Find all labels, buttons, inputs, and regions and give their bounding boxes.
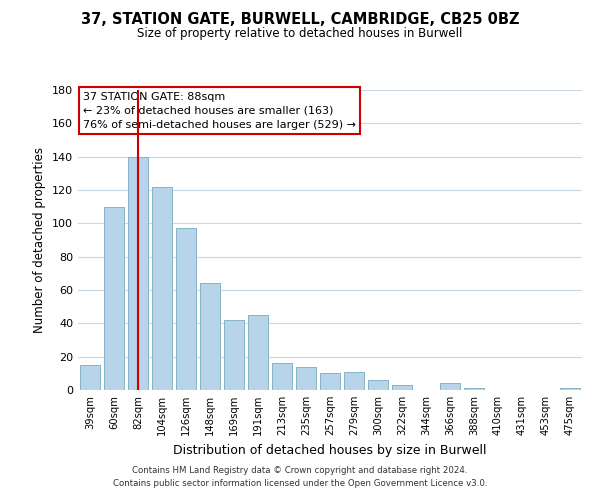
Bar — [80, 365, 100, 390]
X-axis label: Distribution of detached houses by size in Burwell: Distribution of detached houses by size … — [173, 444, 487, 456]
Bar — [176, 228, 196, 390]
Y-axis label: Number of detached properties: Number of detached properties — [34, 147, 46, 333]
Bar — [152, 186, 172, 390]
Text: 37, STATION GATE, BURWELL, CAMBRIDGE, CB25 0BZ: 37, STATION GATE, BURWELL, CAMBRIDGE, CB… — [81, 12, 519, 28]
Bar — [464, 388, 484, 390]
Bar — [320, 374, 340, 390]
Bar — [248, 315, 268, 390]
Bar — [296, 366, 316, 390]
Text: Size of property relative to detached houses in Burwell: Size of property relative to detached ho… — [137, 28, 463, 40]
Bar — [128, 156, 148, 390]
Bar — [104, 206, 124, 390]
Bar — [560, 388, 580, 390]
Bar — [392, 385, 412, 390]
Text: Contains HM Land Registry data © Crown copyright and database right 2024.
Contai: Contains HM Land Registry data © Crown c… — [113, 466, 487, 487]
Bar — [344, 372, 364, 390]
Bar — [224, 320, 244, 390]
Bar — [440, 384, 460, 390]
Text: 37 STATION GATE: 88sqm
← 23% of detached houses are smaller (163)
76% of semi-de: 37 STATION GATE: 88sqm ← 23% of detached… — [83, 92, 356, 130]
Bar — [272, 364, 292, 390]
Bar — [368, 380, 388, 390]
Bar — [200, 284, 220, 390]
